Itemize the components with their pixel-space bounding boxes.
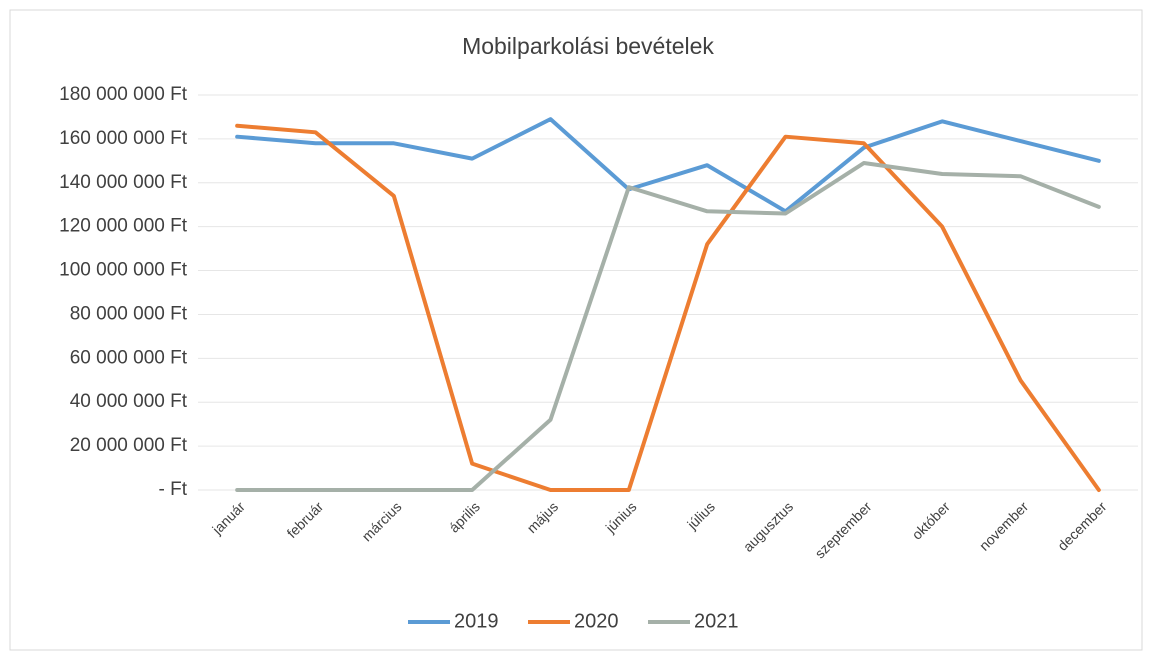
legend-label: 2019 xyxy=(454,610,499,632)
y-tick-label: 20 000 000 Ft xyxy=(70,435,188,456)
chart-frame xyxy=(9,9,1143,651)
y-tick-label: 40 000 000 Ft xyxy=(70,391,188,412)
y-tick-label: 120 000 000 Ft xyxy=(59,216,188,237)
y-tick-label: 160 000 000 Ft xyxy=(59,128,188,149)
y-tick-label: - Ft xyxy=(159,479,188,500)
series-line xyxy=(235,123,1101,492)
legend-label: 2020 xyxy=(574,610,619,632)
y-tick-label: 100 000 000 Ft xyxy=(59,260,188,281)
y-tick-label: 140 000 000 Ft xyxy=(59,172,188,193)
y-tick-label: 180 000 000 Ft xyxy=(59,84,188,105)
series-line xyxy=(235,161,1101,492)
legend-label: 2021 xyxy=(694,610,739,632)
y-tick-label: 80 000 000 Ft xyxy=(70,303,188,324)
series-line xyxy=(235,117,1101,214)
y-tick-label: 60 000 000 Ft xyxy=(70,347,188,368)
chart-title: Mobilparkolási bevételek xyxy=(462,33,714,59)
